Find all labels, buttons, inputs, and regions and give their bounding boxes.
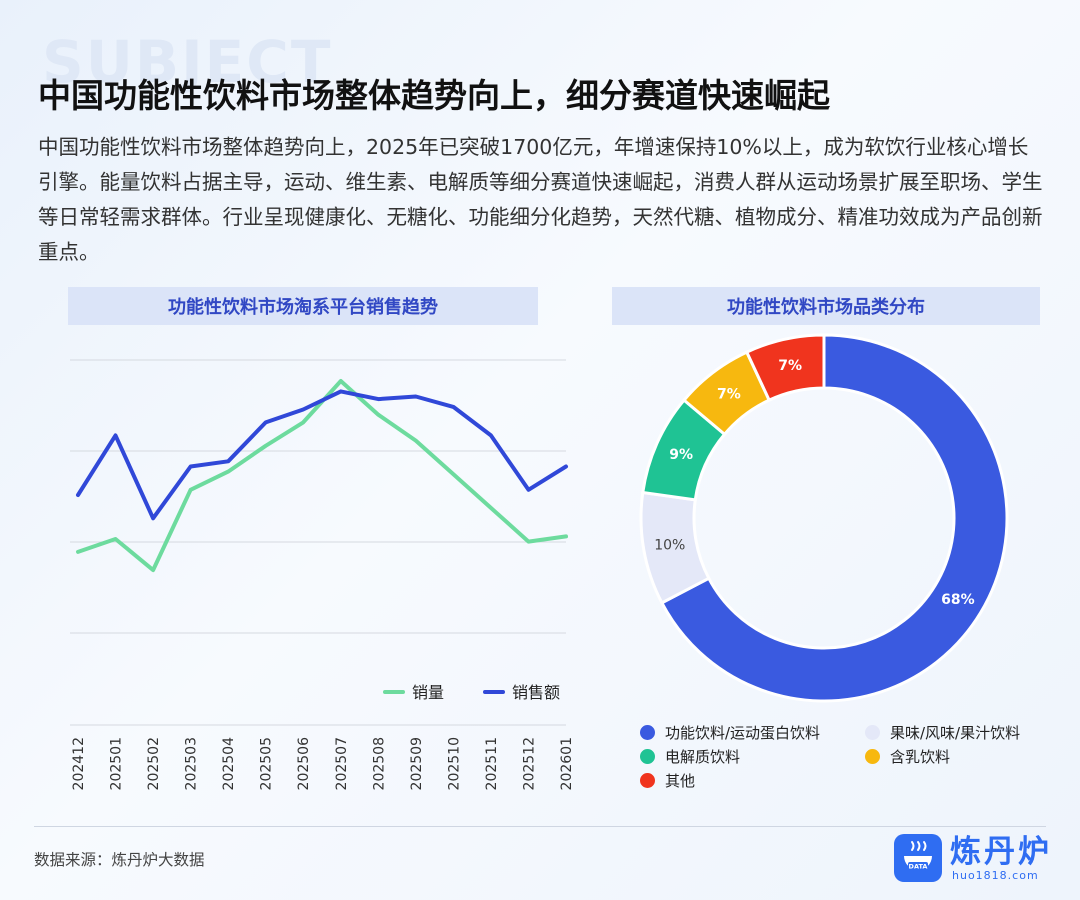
legend-dot-icon — [640, 748, 655, 764]
legend-item: 电解质饮料 — [640, 746, 865, 766]
x-tick-label: 202506 — [296, 737, 312, 791]
brand-logo-icon: DATA — [894, 834, 942, 882]
summary-paragraph: 中国功能性饮料市场整体趋势向上，2025年已突破1700亿元，年增速保持10%以… — [38, 135, 1043, 264]
x-tick-label: 202512 — [521, 737, 537, 790]
legend-label: 其他 — [665, 771, 696, 790]
donut-data-label: 7% — [778, 358, 802, 374]
legend-item: 果味/风味/果汁饮料 — [865, 722, 1045, 742]
x-tick-label: 202511 — [484, 737, 500, 790]
legend-label: 含乳饮料 — [890, 747, 951, 766]
legend-label: 果味/风味/果汁饮料 — [890, 723, 1021, 742]
background-watermark-word: SUBJECT — [42, 28, 333, 96]
x-tick-label: 202503 — [184, 737, 200, 790]
brand-url: huo1818.com — [952, 869, 1039, 882]
donut-slice-4 — [744, 333, 826, 403]
x-tick-label: 202505 — [259, 737, 275, 790]
line-chart-title: 功能性饮料市场淘系平台销售趋势 — [68, 287, 538, 325]
legend-label: 电解质饮料 — [665, 747, 741, 766]
series-line-1 — [76, 389, 568, 521]
donut-legend: 功能饮料/运动蛋白饮料 果味/风味/果汁饮料电解质饮料 含乳饮料其他 — [640, 722, 1050, 790]
legend-dot-icon — [865, 748, 880, 764]
legend-item: 含乳饮料 — [865, 746, 1045, 766]
x-tick-label: 202508 — [371, 737, 387, 790]
legend-label: 功能饮料/运动蛋白饮料 — [665, 723, 821, 742]
donut-data-label: 68% — [941, 592, 975, 608]
svg-text:DATA: DATA — [909, 863, 928, 871]
legend-label-0: 销量 — [412, 683, 444, 702]
x-tick-label: 202501 — [109, 737, 125, 790]
legend-item: 其他 — [640, 770, 865, 790]
x-tick-label: 202507 — [334, 737, 350, 790]
legend-dot-icon — [865, 724, 880, 740]
footer-divider — [34, 826, 1046, 827]
legend-item: 功能饮料/运动蛋白饮料 — [640, 722, 865, 742]
brand-name: 炼丹炉 — [950, 834, 1052, 870]
x-tick-label: 202601 — [559, 737, 575, 790]
donut-data-label: 7% — [717, 387, 741, 403]
donut-chart-title: 功能性饮料市场品类分布 — [612, 287, 1040, 325]
x-tick-label: 202412 — [71, 737, 87, 790]
data-source: 数据来源：炼丹炉大数据 — [34, 851, 205, 869]
donut-data-label: 10% — [654, 538, 685, 554]
donut-data-label: 9% — [669, 447, 693, 463]
legend-dot-icon — [640, 724, 655, 740]
x-tick-label: 202504 — [221, 737, 237, 791]
legend-dot-icon — [640, 772, 655, 788]
page-title: 中国功能性饮料市场整体趋势向上，细分赛道快速崛起 — [38, 76, 830, 115]
x-tick-label: 202502 — [146, 737, 162, 790]
legend-label-1: 销售额 — [512, 683, 560, 702]
donut-slice-0 — [659, 333, 1009, 703]
x-tick-label: 202510 — [446, 737, 462, 790]
x-tick-label: 202509 — [409, 737, 425, 790]
